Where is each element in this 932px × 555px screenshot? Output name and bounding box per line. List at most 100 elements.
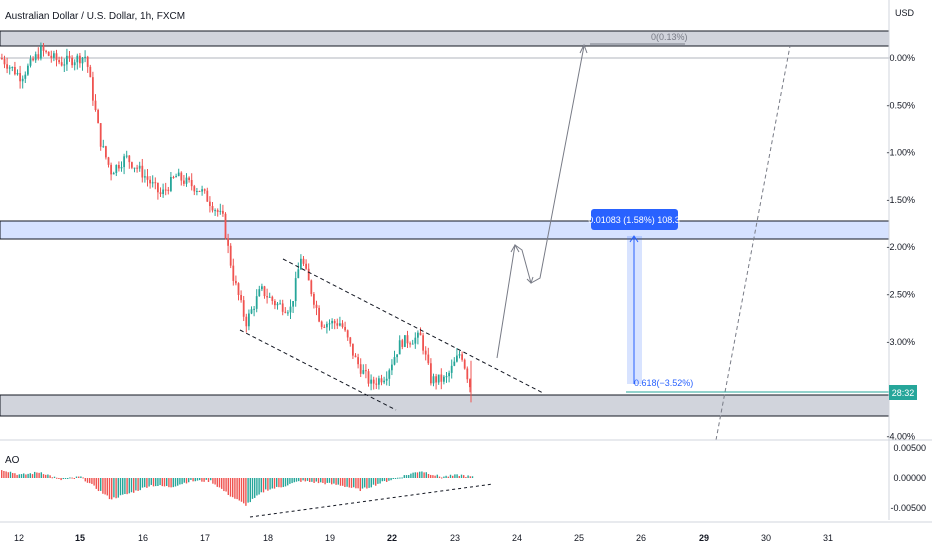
- candle-body: [461, 354, 463, 360]
- ao-bar: [438, 476, 441, 478]
- ao-bar: [3, 470, 5, 478]
- ao-bar: [311, 478, 313, 482]
- candle-body: [89, 66, 92, 78]
- ao-bar: [60, 478, 62, 481]
- ao-bar: [214, 478, 216, 485]
- candle-body: [326, 323, 328, 328]
- ao-bar: [452, 475, 454, 478]
- ao-bar: [243, 478, 245, 504]
- ao-bar: [194, 478, 196, 482]
- time-axis-label: 22: [387, 533, 397, 543]
- ao-bar: [287, 478, 289, 486]
- projection-arrowhead-mid: [510, 243, 520, 253]
- ao-bar: [388, 478, 390, 481]
- candle-body: [21, 78, 24, 82]
- ao-bar: [335, 478, 337, 485]
- ao-bar: [218, 478, 221, 488]
- candle-body: [151, 182, 154, 184]
- ao-bar: [117, 478, 119, 498]
- ao-bar: [159, 478, 161, 486]
- ao-tick-label: 0.00500: [893, 443, 926, 453]
- candle-body: [40, 46, 42, 59]
- ao-bar: [375, 478, 377, 486]
- price-axis-ticks[interactable]: 0.00% -0.50% -1.00% -1.50% -2.00% -2.50% -3.00…: [886, 53, 915, 441]
- candle-body: [115, 165, 118, 173]
- ao-bar: [12, 473, 14, 478]
- ao-bar: [163, 478, 166, 487]
- candle-body: [19, 73, 21, 82]
- ao-bar: [381, 478, 383, 482]
- candle-body: [344, 326, 346, 331]
- ao-bar: [1, 470, 3, 478]
- price-tick-label: -1.00%: [886, 148, 915, 158]
- projection-arrowhead-low: [526, 276, 534, 284]
- candle-body: [157, 182, 159, 193]
- ao-bar: [251, 478, 254, 499]
- candle-body: [432, 376, 435, 384]
- ao-bar: [64, 478, 67, 479]
- candle-body: [357, 357, 359, 365]
- ao-bar: [119, 478, 122, 496]
- ao-bar: [86, 478, 89, 483]
- time-axis-labels[interactable]: 12 15 16 17 18 19 22 23 24 25 26 29 30 31: [14, 533, 833, 543]
- ao-bar: [181, 478, 183, 485]
- candle-body: [14, 66, 16, 75]
- resistance-zone[interactable]: [0, 30, 890, 47]
- candle-body: [276, 303, 279, 306]
- ao-bar: [95, 478, 97, 489]
- price-tick-label: -2.00%: [886, 242, 915, 252]
- candle-body: [422, 335, 424, 351]
- candle-body: [375, 383, 378, 385]
- candle-body: [232, 265, 235, 281]
- candle-body: [60, 62, 63, 66]
- candle-body: [203, 189, 206, 191]
- candle-body: [297, 269, 300, 279]
- projection-path[interactable]: [496, 45, 585, 359]
- candle-body: [248, 313, 250, 327]
- ao-bar: [56, 477, 58, 479]
- ao-bar: [383, 478, 386, 482]
- ao-bar: [106, 478, 108, 496]
- time-axis-label: 18: [263, 533, 273, 543]
- candle-body: [463, 359, 466, 369]
- ao-axis-ticks[interactable]: 0.00500 0.00000 -0.00500: [890, 443, 926, 513]
- ao-bar: [9, 471, 12, 478]
- ao-trend-line[interactable]: [249, 483, 494, 518]
- ao-bar: [397, 477, 399, 479]
- ao-bar: [238, 478, 240, 501]
- candle-body: [216, 210, 219, 212]
- channel-lower-line[interactable]: [239, 329, 397, 411]
- ao-bar: [372, 478, 375, 485]
- ao-bar: [130, 478, 133, 493]
- ao-bar: [69, 477, 71, 479]
- support-zone[interactable]: [0, 394, 890, 417]
- ao-bar: [315, 478, 317, 482]
- ao-bar: [7, 472, 9, 478]
- candle-body: [159, 192, 162, 195]
- candles-group: [1, 42, 472, 403]
- candle-body: [281, 303, 284, 312]
- candle-body: [42, 46, 45, 51]
- ao-bar: [337, 478, 339, 485]
- ao-bar: [5, 471, 7, 478]
- ao-bar: [166, 478, 168, 487]
- ao-bar: [168, 478, 170, 488]
- ao-bar: [392, 478, 394, 479]
- candle-body: [71, 57, 73, 66]
- ao-bar: [322, 478, 324, 483]
- candle-body: [214, 210, 216, 212]
- ao-bar: [309, 478, 311, 483]
- long-dashed-trend[interactable]: [715, 45, 791, 441]
- candle-body: [385, 378, 388, 381]
- ao-bar: [267, 478, 269, 491]
- ao-bar: [82, 477, 84, 479]
- candle-body: [123, 156, 125, 168]
- time-axis-label: 29: [699, 533, 709, 543]
- ao-bar: [25, 474, 27, 478]
- candle-body: [370, 379, 372, 384]
- candle-body: [105, 146, 107, 158]
- ao-bar: [284, 478, 287, 487]
- time-axis-label: 31: [823, 533, 833, 543]
- ao-bar: [23, 473, 25, 478]
